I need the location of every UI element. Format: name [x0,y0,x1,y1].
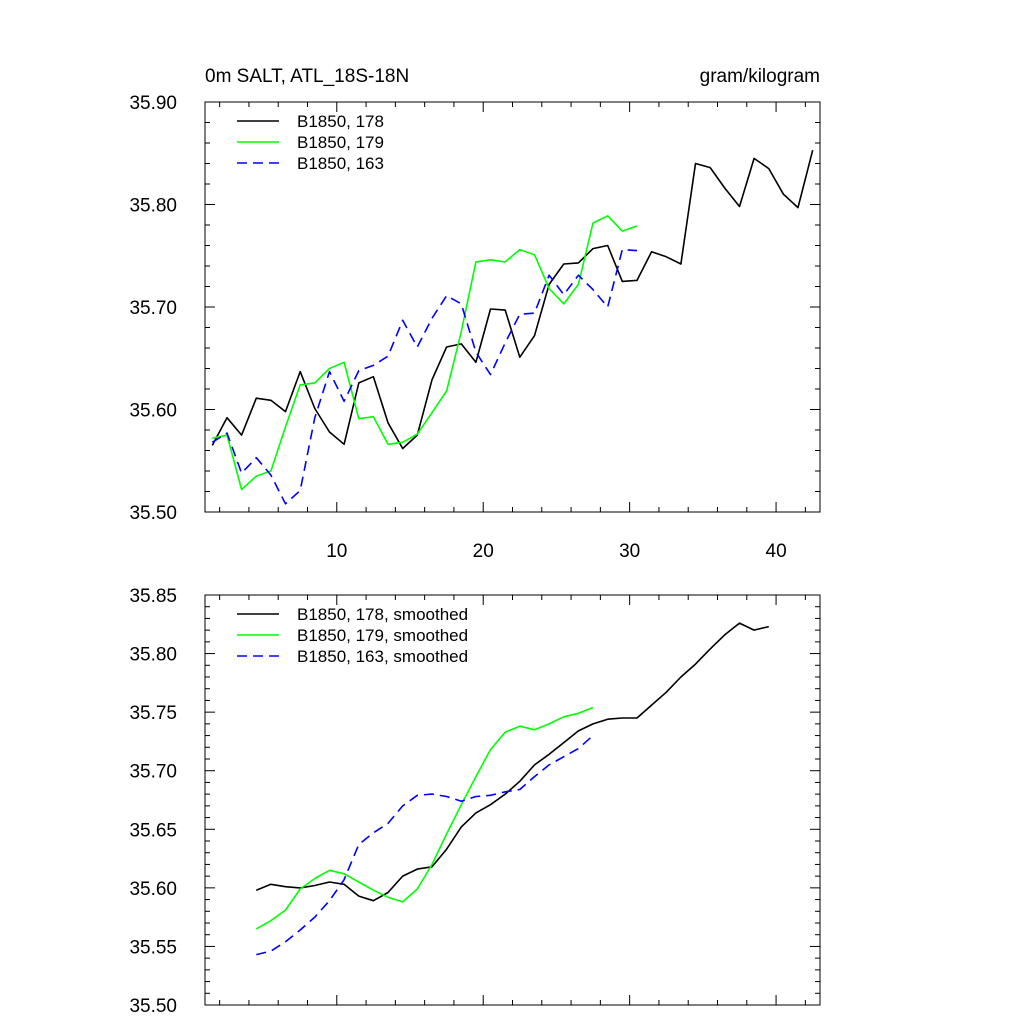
series-line [256,735,594,956]
x-tick-label: 10 [326,541,347,562]
legend-label: B1850, 179 [297,133,384,152]
bottom-plot-panel: 35.50 35.55 35.60 35.65 35.70 35.75 35.80 35.85… [129,586,821,1017]
series-line [212,215,638,491]
plot-units-label: gram/kilogram [700,66,820,87]
y-tick-label: 35.70 [129,298,177,319]
legend-label: B1850, 179, smoothed [297,626,468,645]
series-line [211,150,814,450]
data-series [211,150,814,505]
y-tick-label: 35.75 [129,703,177,724]
axis-ticks [205,594,820,1006]
y-tick-label: 35.50 [129,503,177,524]
y-tick-label: 35.80 [129,645,177,666]
y-tick-label: 35.55 [129,937,177,958]
y-tick-label: 35.85 [129,586,177,607]
legend: B1850, 178 B1850, 179 B1850, 163 [237,112,384,173]
series-line [255,706,594,930]
axis-ticks [205,101,820,513]
x-tick-label: 30 [619,541,640,562]
y-tick-label: 35.65 [129,820,177,841]
y-tick-label: 35.60 [129,879,177,900]
x-tick-label: 40 [766,541,787,562]
y-tick-label: 35.50 [129,996,177,1017]
x-tick-label: 20 [473,541,494,562]
top-plot-panel: 0m SALT, ATL_18S-18N gram/kilogram 35.50… [129,66,821,562]
data-series [255,622,769,956]
legend-label: B1850, 163, smoothed [297,647,468,666]
plot-title: 0m SALT, ATL_18S-18N [205,66,409,87]
axis-tick-labels: 35.50 35.60 35.70 35.80 35.90 10 20 30 40 [129,93,786,562]
y-tick-label: 35.70 [129,762,177,783]
legend-label: B1850, 178 [297,112,384,131]
y-tick-label: 35.60 [129,401,177,422]
legend-label: B1850, 163 [297,154,384,173]
legend-label: B1850, 178, smoothed [297,605,468,624]
legend: B1850, 178, smoothed B1850, 179, smoothed… [237,605,468,666]
y-tick-label: 35.80 [129,196,177,217]
y-tick-label: 35.90 [129,93,177,114]
series-line [211,248,638,505]
axis-tick-labels: 35.50 35.55 35.60 35.65 35.70 35.75 35.80 35.85 [129,586,177,1017]
